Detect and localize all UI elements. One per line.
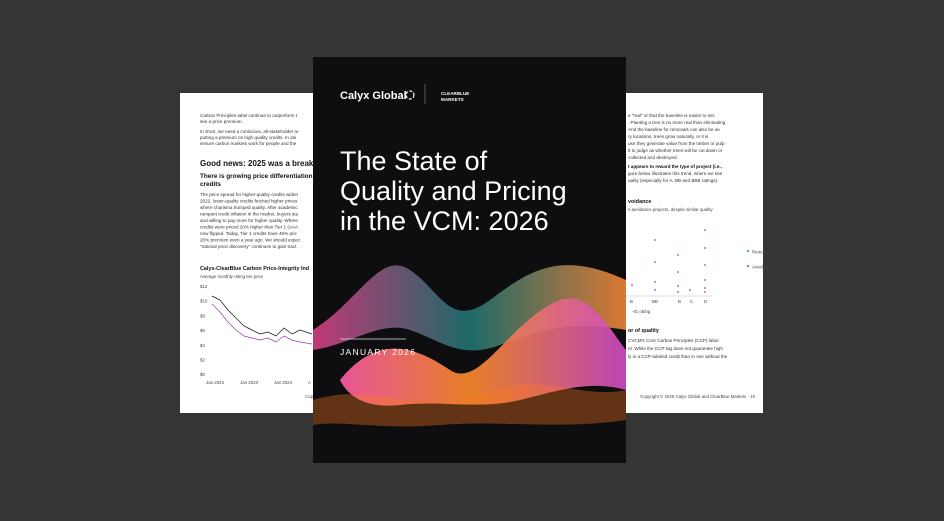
body-text: see a price premium. <box>200 119 243 124</box>
body-text: ensure carbon markets work for people an… <box>200 141 297 146</box>
right-chart <box>626 229 750 297</box>
y-tick-label: $12 <box>200 284 208 289</box>
body-text: Carbon Principles label continue to outp… <box>200 113 298 118</box>
body-text: And the baseline for removals can also b… <box>628 127 720 132</box>
body-text: . Planting a tree is no more real than e… <box>628 120 726 125</box>
partner-logo: MARKETS <box>441 97 464 102</box>
y-tick-label: $6 <box>200 328 205 333</box>
body-text: 20% premium even a year ago. We should e… <box>200 238 301 243</box>
body-text: ly in a CCP-labeled credit than in one w… <box>628 354 728 359</box>
x-tick-label: B <box>678 299 681 304</box>
x-tick-label: Jan 2023 <box>240 380 259 385</box>
section-heading: voidance <box>628 199 651 205</box>
body-text: uality (especially for A, BB and BBB rat… <box>628 178 718 183</box>
partner-logo: CLEARBLUE <box>441 91 469 96</box>
body-text: e “real” or that the baseline is easier … <box>628 113 715 118</box>
chart-title: Calyx-ClearBlue Carbon Price-Integrity I… <box>200 266 309 272</box>
section-heading: or of quality <box>628 328 659 334</box>
footer: Copyright © 2026 Calyx Global and ClearB… <box>640 394 756 399</box>
subheading: There is growing price differentiation b <box>200 173 318 180</box>
x-tick-label: C <box>690 299 693 304</box>
body-text: lt to judge as whether trees will be cut… <box>628 148 723 153</box>
body-text: CVCM's Core Carbon Principles (CCP) labe… <box>628 338 718 343</box>
logo-mark <box>405 90 415 100</box>
x-tick-label: BB <box>652 299 658 304</box>
legend-label: Avoidance <box>752 265 773 270</box>
y-tick-label: $4 <box>200 343 205 348</box>
cover-art <box>313 265 626 427</box>
cover-date: JANUARY 2026 <box>340 347 416 357</box>
body-text: nt. While the CCP tag does not guarantee… <box>628 346 723 351</box>
body-text: and willing to pay more for higher quali… <box>200 218 298 223</box>
body-text: putting a premium on high quality credit… <box>200 135 296 140</box>
left-chart <box>211 295 313 345</box>
x-tick-label: Jan 2024 <box>274 380 293 385</box>
body-text: now flipped. Today, Tier 1 credits have … <box>200 231 298 236</box>
section-subtitle: n avoidance projects, despite similar qu… <box>628 207 713 212</box>
body-text: where charisma trumped quality. After ac… <box>200 205 298 210</box>
x-axis-label: -IG rating <box>632 309 651 314</box>
body-text: "rational price discovery" continues to … <box>200 244 297 249</box>
logo: Calyx Global <box>340 90 407 102</box>
body-text: 2022, lower-quality credits fetched high… <box>200 199 298 204</box>
subheading: credits <box>200 181 221 188</box>
y-tick-label: $8 <box>200 313 205 318</box>
body-bold: t appears to reward the type of project … <box>628 164 722 169</box>
footer: Copy <box>305 394 316 399</box>
cover-title: The State of <box>340 146 488 176</box>
y-tick-label: $2 <box>200 358 205 363</box>
y-tick-label: $0 <box>200 372 205 377</box>
body-text: The price spread for higher-quality cred… <box>200 192 298 197</box>
body-text: gure below illustrates this trend, where… <box>628 171 723 176</box>
cover-title: Quality and Pricing <box>340 176 567 206</box>
legend-label: Removals <box>752 250 772 255</box>
body-text: rampant credit inflation in the market, … <box>200 212 298 217</box>
body-text: In short, we need a conscious, all-stake… <box>200 129 299 134</box>
body-text: collected and destroyed. <box>628 155 678 160</box>
body-text: ry locations, trees grow naturally, or i… <box>628 134 709 139</box>
heading: Good news: 2025 was a breakout <box>200 159 326 168</box>
y-tick-label: $10 <box>200 299 208 304</box>
chart-subtitle: Average monthly rating tier price <box>200 274 264 279</box>
body-text: credits were priced 20% higher than Tier… <box>200 225 299 230</box>
x-tick-label: B <box>630 299 633 304</box>
x-tick-label: D <box>704 299 707 304</box>
x-tick-label: A <box>308 380 311 385</box>
x-tick-label: Jan 2022 <box>206 380 225 385</box>
body-text: use they generate value from the timber … <box>628 141 725 146</box>
cover-title: in the VCM: 2026 <box>340 206 549 236</box>
